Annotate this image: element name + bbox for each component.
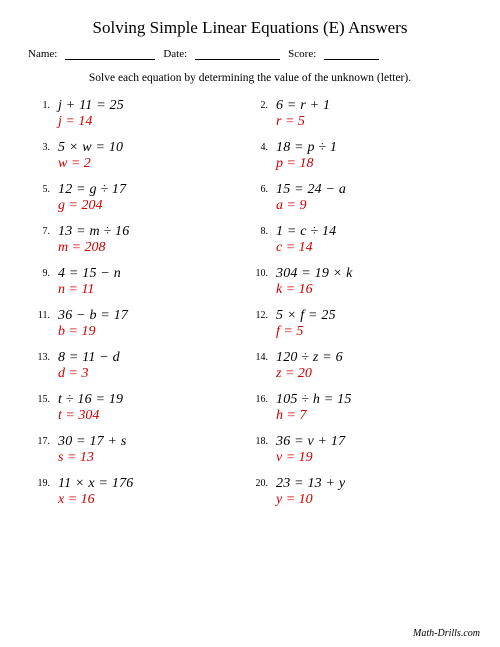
answer-text: r = 5 (276, 114, 330, 130)
problem-number: 17. (32, 434, 58, 447)
problem-item: 11.36 − b = 17b = 19 (32, 308, 250, 340)
problem-number: 14. (250, 350, 276, 363)
answer-text: w = 2 (58, 156, 123, 172)
problem-item: 7.13 = m ÷ 16m = 208 (32, 224, 250, 256)
problem-number: 12. (250, 308, 276, 321)
problem-item: 10.304 = 19 × kk = 16 (250, 266, 468, 298)
problem-item: 5.12 = g ÷ 17g = 204 (32, 182, 250, 214)
problem-item: 12.5 × f = 25f = 5 (250, 308, 468, 340)
problems-grid: 1.j + 11 = 25j = 142.6 = r + 1r = 53.5 ×… (28, 98, 472, 508)
date-label: Date: (163, 48, 187, 60)
answer-text: t = 304 (58, 408, 123, 424)
problem-number: 18. (250, 434, 276, 447)
equation-text: 18 = p ÷ 1 (276, 140, 337, 156)
problem-item: 16.105 ÷ h = 15h = 7 (250, 392, 468, 424)
score-field-line (324, 48, 379, 60)
problem-item: 6.15 = 24 − aa = 9 (250, 182, 468, 214)
problem-number: 13. (32, 350, 58, 363)
problem-item: 3.5 × w = 10w = 2 (32, 140, 250, 172)
equation-text: 304 = 19 × k (276, 266, 353, 282)
answer-text: y = 10 (276, 492, 345, 508)
answer-text: d = 3 (58, 366, 120, 382)
answer-text: a = 9 (276, 198, 346, 214)
header-fields: Name: Date: Score: (28, 48, 472, 60)
problem-item: 2.6 = r + 1r = 5 (250, 98, 468, 130)
answer-text: f = 5 (276, 324, 336, 340)
problem-number: 4. (250, 140, 276, 153)
problem-item: 1.j + 11 = 25j = 14 (32, 98, 250, 130)
equation-text: 36 − b = 17 (58, 308, 128, 324)
equation-text: 30 = 17 + s (58, 434, 127, 450)
problem-item: 8.1 = c ÷ 14c = 14 (250, 224, 468, 256)
equation-text: 13 = m ÷ 16 (58, 224, 129, 240)
equation-text: 5 × f = 25 (276, 308, 336, 324)
problem-number: 6. (250, 182, 276, 195)
problem-number: 10. (250, 266, 276, 279)
equation-text: 36 = v + 17 (276, 434, 345, 450)
equation-text: 15 = 24 − a (276, 182, 346, 198)
footer-text: Math-Drills.com (413, 628, 480, 639)
problem-number: 16. (250, 392, 276, 405)
answer-text: s = 13 (58, 450, 127, 466)
answer-text: z = 20 (276, 366, 343, 382)
problem-item: 18.36 = v + 17v = 19 (250, 434, 468, 466)
answer-text: h = 7 (276, 408, 352, 424)
problem-item: 19.11 × x = 176x = 16 (32, 476, 250, 508)
equation-text: 23 = 13 + y (276, 476, 345, 492)
answer-text: k = 16 (276, 282, 353, 298)
date-field-line (195, 48, 280, 60)
answer-text: b = 19 (58, 324, 128, 340)
name-field-line (65, 48, 155, 60)
problem-number: 19. (32, 476, 58, 489)
answer-text: g = 204 (58, 198, 126, 214)
instructions-text: Solve each equation by determining the v… (28, 72, 472, 84)
problem-item: 9.4 = 15 − nn = 11 (32, 266, 250, 298)
answer-text: j = 14 (58, 114, 124, 130)
answer-text: v = 19 (276, 450, 345, 466)
problem-item: 13.8 = 11 − dd = 3 (32, 350, 250, 382)
problem-item: 14.120 ÷ z = 6z = 20 (250, 350, 468, 382)
problem-number: 1. (32, 98, 58, 111)
equation-text: 4 = 15 − n (58, 266, 121, 282)
equation-text: 120 ÷ z = 6 (276, 350, 343, 366)
equation-text: 8 = 11 − d (58, 350, 120, 366)
score-label: Score: (288, 48, 316, 60)
equation-text: 105 ÷ h = 15 (276, 392, 352, 408)
problem-number: 15. (32, 392, 58, 405)
equation-text: j + 11 = 25 (58, 98, 124, 114)
problem-item: 15.t ÷ 16 = 19t = 304 (32, 392, 250, 424)
equation-text: 11 × x = 176 (58, 476, 133, 492)
problem-number: 11. (32, 308, 58, 321)
answer-text: p = 18 (276, 156, 337, 172)
problem-number: 20. (250, 476, 276, 489)
equation-text: 6 = r + 1 (276, 98, 330, 114)
answer-text: n = 11 (58, 282, 121, 298)
name-label: Name: (28, 48, 57, 60)
page-title: Solving Simple Linear Equations (E) Answ… (28, 18, 472, 38)
problem-number: 2. (250, 98, 276, 111)
equation-text: 5 × w = 10 (58, 140, 123, 156)
answer-text: x = 16 (58, 492, 133, 508)
problem-item: 20.23 = 13 + yy = 10 (250, 476, 468, 508)
problem-number: 7. (32, 224, 58, 237)
equation-text: 1 = c ÷ 14 (276, 224, 336, 240)
problem-item: 4.18 = p ÷ 1p = 18 (250, 140, 468, 172)
equation-text: 12 = g ÷ 17 (58, 182, 126, 198)
problem-number: 9. (32, 266, 58, 279)
answer-text: c = 14 (276, 240, 336, 256)
answer-text: m = 208 (58, 240, 129, 256)
equation-text: t ÷ 16 = 19 (58, 392, 123, 408)
problem-number: 5. (32, 182, 58, 195)
problem-item: 17.30 = 17 + ss = 13 (32, 434, 250, 466)
problem-number: 8. (250, 224, 276, 237)
problem-number: 3. (32, 140, 58, 153)
